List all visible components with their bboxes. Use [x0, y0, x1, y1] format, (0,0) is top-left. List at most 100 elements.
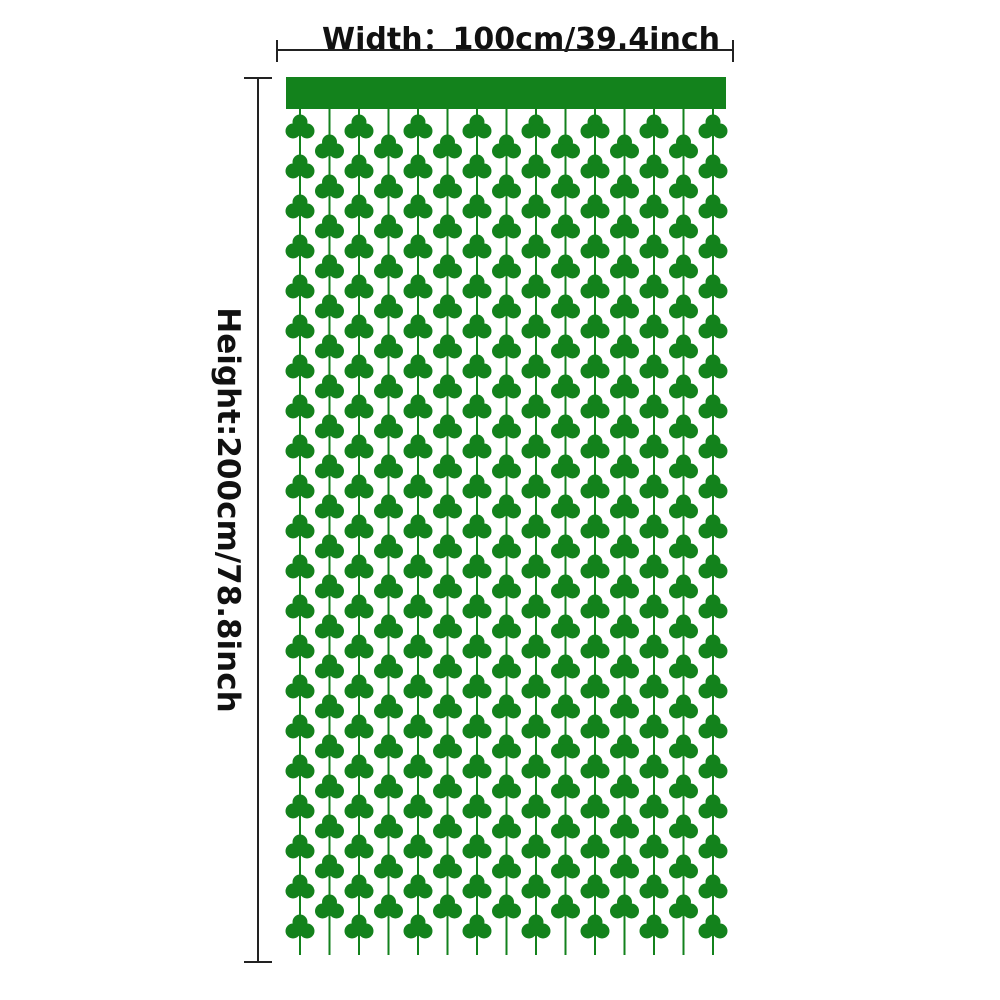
shamrock-icon — [492, 214, 521, 239]
shamrock-icon — [374, 854, 403, 879]
shamrock-icon — [344, 434, 374, 459]
shamrock-strand — [403, 105, 433, 955]
shamrock-icon — [639, 794, 669, 819]
shamrock-icon — [462, 314, 492, 339]
shamrock-icon — [698, 714, 728, 739]
shamrock-icon — [669, 614, 698, 639]
shamrock-icon — [315, 854, 344, 879]
shamrock-icon — [610, 214, 639, 239]
shamrock-icon — [462, 714, 492, 739]
shamrock-icon — [433, 694, 462, 719]
shamrock-icon — [285, 234, 315, 259]
shamrock-icon — [639, 594, 669, 619]
shamrock-strand — [580, 105, 610, 955]
shamrock-icon — [403, 154, 433, 179]
shamrock-icon — [492, 654, 521, 679]
shamrock-icon — [344, 274, 374, 299]
shamrock-icon — [669, 374, 698, 399]
shamrock-icon — [462, 354, 492, 379]
shamrock-icon — [344, 194, 374, 219]
shamrock-icon — [374, 454, 403, 479]
height-dimension-line — [244, 77, 272, 963]
shamrock-icon — [285, 274, 315, 299]
shamrock-icon — [551, 454, 580, 479]
shamrock-icon — [669, 414, 698, 439]
shamrock-icon — [492, 694, 521, 719]
shamrock-icon — [433, 214, 462, 239]
shamrock-icon — [669, 854, 698, 879]
shamrock-icon — [403, 554, 433, 579]
shamrock-strand — [698, 105, 728, 955]
shamrock-icon — [580, 794, 610, 819]
shamrock-icon — [521, 754, 551, 779]
shamrock-icon — [403, 354, 433, 379]
shamrock-icon — [698, 754, 728, 779]
shamrock-icon — [433, 814, 462, 839]
shamrock-icon — [580, 754, 610, 779]
shamrock-icon — [285, 554, 315, 579]
shamrock-icon — [521, 834, 551, 859]
shamrock-icon — [374, 654, 403, 679]
shamrock-icon — [521, 594, 551, 619]
shamrock-icon — [492, 174, 521, 199]
shamrock-icon — [551, 534, 580, 559]
width-dimension-line — [276, 40, 734, 62]
shamrock-icon — [610, 614, 639, 639]
shamrock-icon — [285, 114, 315, 139]
shamrock-icon — [403, 874, 433, 899]
shamrock-icon — [374, 134, 403, 159]
shamrock-icon — [433, 774, 462, 799]
shamrock-icon — [669, 214, 698, 239]
shamrock-icon — [551, 614, 580, 639]
shamrock-icon — [639, 754, 669, 779]
shamrock-icon — [285, 634, 315, 659]
shamrock-icon — [698, 474, 728, 499]
shamrock-icon — [639, 714, 669, 739]
shamrock-icon — [551, 214, 580, 239]
shamrock-icon — [639, 274, 669, 299]
shamrock-icon — [551, 254, 580, 279]
shamrock-icon — [285, 394, 315, 419]
shamrock-icon — [639, 234, 669, 259]
shamrock-icon — [610, 654, 639, 679]
shamrock-icon — [698, 794, 728, 819]
shamrock-icon — [374, 814, 403, 839]
shamrock-icon — [344, 914, 374, 939]
shamrock-icon — [551, 134, 580, 159]
shamrock-icon — [344, 314, 374, 339]
shamrock-icon — [551, 174, 580, 199]
shamrock-icon — [462, 274, 492, 299]
shamrock-strand — [462, 105, 492, 955]
shamrock-icon — [344, 594, 374, 619]
shamrock-icon — [374, 294, 403, 319]
shamrock-icon — [403, 674, 433, 699]
shamrock-icon — [698, 594, 728, 619]
shamrock-icon — [639, 634, 669, 659]
shamrock-icon — [315, 254, 344, 279]
shamrock-icon — [698, 634, 728, 659]
shamrock-icon — [580, 594, 610, 619]
shamrock-icon — [403, 594, 433, 619]
shamrock-icon — [610, 774, 639, 799]
shamrock-icon — [639, 674, 669, 699]
shamrock-icon — [669, 734, 698, 759]
shamrock-strand — [551, 105, 580, 955]
shamrock-icon — [610, 534, 639, 559]
shamrock-icon — [462, 554, 492, 579]
shamrock-icon — [433, 494, 462, 519]
shamrock-icon — [433, 854, 462, 879]
shamrock-icon — [698, 874, 728, 899]
shamrock-icon — [403, 114, 433, 139]
shamrock-icon — [433, 894, 462, 919]
shamrock-icon — [285, 514, 315, 539]
shamrock-strand — [315, 105, 344, 955]
shamrock-strand — [669, 105, 698, 955]
shamrock-icon — [403, 394, 433, 419]
shamrock-icon — [433, 414, 462, 439]
shamrock-icon — [315, 134, 344, 159]
shamrock-icon — [492, 414, 521, 439]
shamrock-icon — [462, 754, 492, 779]
shamrock-icon — [285, 194, 315, 219]
shamrock-icon — [580, 234, 610, 259]
